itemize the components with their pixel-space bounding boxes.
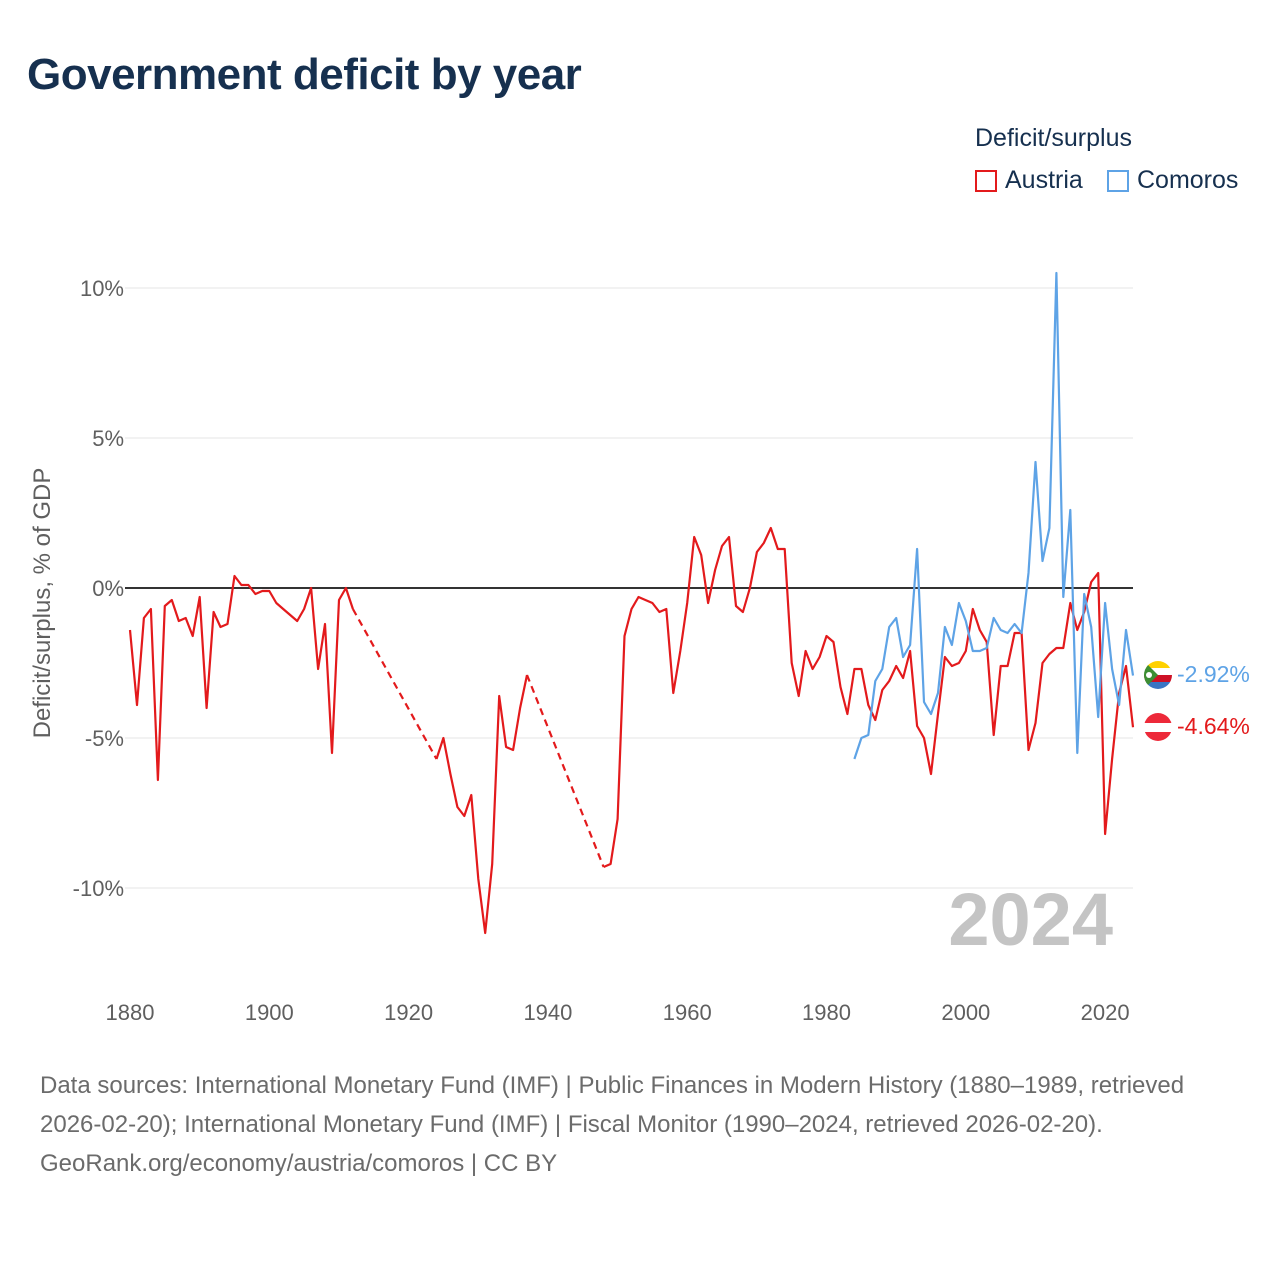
x-tick-label: 1880 bbox=[106, 1000, 155, 1025]
series-austria bbox=[128, 526, 1135, 935]
line-austria-solid bbox=[435, 674, 529, 935]
series-lines bbox=[128, 271, 1135, 935]
data-sources: Data sources: International Monetary Fun… bbox=[40, 1072, 1185, 1138]
legend-swatch-austria bbox=[975, 169, 997, 192]
legend-item-comoros[interactable]: Comoros bbox=[1107, 166, 1238, 195]
x-axis-ticks: 1880 1900 1920 1940 1960 1980 2000 2020 bbox=[106, 1000, 1130, 1025]
x-tick-label: 1960 bbox=[663, 1000, 712, 1025]
legend-label-comoros: Comoros bbox=[1137, 166, 1239, 194]
end-label-comoros: -2.92% bbox=[1177, 661, 1250, 687]
y-tick-label: -10% bbox=[73, 876, 124, 901]
y-tick-label: 5% bbox=[92, 426, 124, 451]
series-comoros bbox=[853, 271, 1135, 760]
y-tick-label: 10% bbox=[80, 276, 124, 301]
legend-title: Deficit/surplus bbox=[975, 124, 1132, 152]
austria-flag-icon bbox=[1144, 713, 1172, 741]
line-austria-dashed bbox=[351, 608, 438, 760]
x-tick-label: 1920 bbox=[384, 1000, 433, 1025]
line-austria-solid bbox=[128, 574, 354, 782]
line-comoros-solid bbox=[853, 271, 1135, 760]
chart-title: Government deficit by year bbox=[27, 50, 582, 99]
y-axis-ticks: 10% 5% 0% -5% -10% bbox=[73, 276, 124, 901]
credit-link[interactable]: GeoRank.org/economy/austria/comoros | CC… bbox=[40, 1150, 558, 1177]
legend-label-austria: Austria bbox=[1005, 166, 1083, 194]
y-tick-label: 0% bbox=[92, 576, 124, 601]
x-tick-label: 2020 bbox=[1081, 1000, 1130, 1025]
x-tick-label: 2000 bbox=[941, 1000, 990, 1025]
x-tick-label: 1900 bbox=[245, 1000, 294, 1025]
end-label-austria: -4.64% bbox=[1177, 713, 1250, 739]
legend-item-austria[interactable]: Austria bbox=[975, 166, 1083, 195]
y-axis-label: Deficit/surplus, % of GDP bbox=[29, 468, 56, 739]
line-chart: 10% 5% 0% -5% -10% 1880 1900 1920 1940 1960 1980 2… bbox=[29, 271, 1250, 1025]
y-tick-label: -5% bbox=[85, 726, 124, 751]
x-tick-label: 1980 bbox=[802, 1000, 851, 1025]
footer: Data sources: International Monetary Fun… bbox=[40, 1066, 1250, 1183]
line-austria-solid bbox=[603, 526, 1135, 869]
x-tick-label: 1940 bbox=[523, 1000, 572, 1025]
year-watermark: 2024 bbox=[948, 878, 1113, 961]
line-austria-dashed bbox=[525, 674, 605, 868]
legend-swatch-comoros bbox=[1107, 169, 1129, 192]
gridlines bbox=[125, 287, 1133, 889]
comoros-flag-icon bbox=[1144, 661, 1172, 689]
